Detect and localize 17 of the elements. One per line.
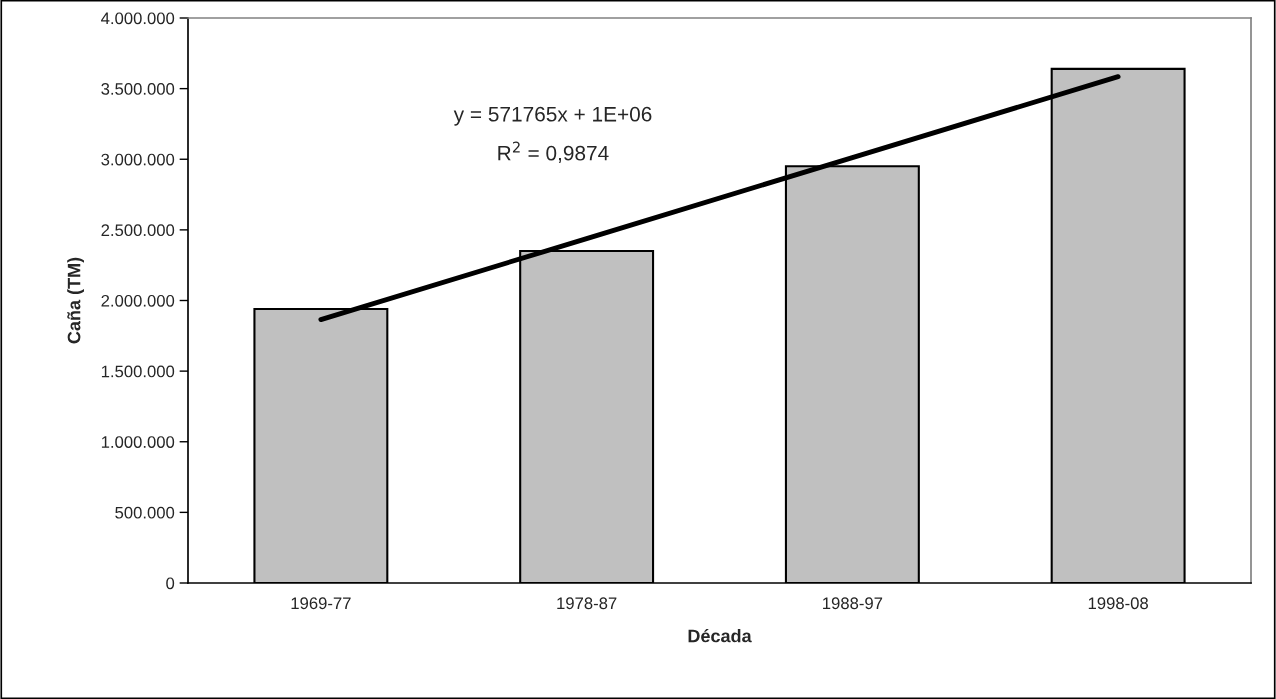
x-tick-label: 1978-87 bbox=[557, 597, 617, 610]
y-axis-title: Caña (TM) bbox=[67, 257, 84, 344]
annotation: y = 571765x + 1E+06 bbox=[453, 106, 652, 126]
x-tick-label: 1969-77 bbox=[291, 597, 351, 610]
x-tick-label: 1988-97 bbox=[823, 597, 883, 610]
x-axis-title: Década bbox=[688, 628, 752, 643]
y-tick-label: 2.000.000 bbox=[101, 294, 175, 307]
y-tick-label: 2.500.000 bbox=[101, 224, 175, 237]
y-tick-label: 0 bbox=[166, 577, 175, 590]
y-tick-label: 4.000.000 bbox=[101, 12, 175, 25]
annotation: R$^{2}$ = 0,9874 bbox=[498, 141, 609, 164]
y-tick-label: 3.000.000 bbox=[101, 153, 175, 166]
y-tick-label: 3.500.000 bbox=[101, 83, 175, 95]
y-tick-label: 500.000 bbox=[115, 506, 175, 519]
y-tick-label: 1.000.000 bbox=[101, 436, 175, 448]
y-tick-label: 1.500.000 bbox=[101, 365, 175, 378]
x-tick-label: 1998-08 bbox=[1088, 597, 1148, 610]
